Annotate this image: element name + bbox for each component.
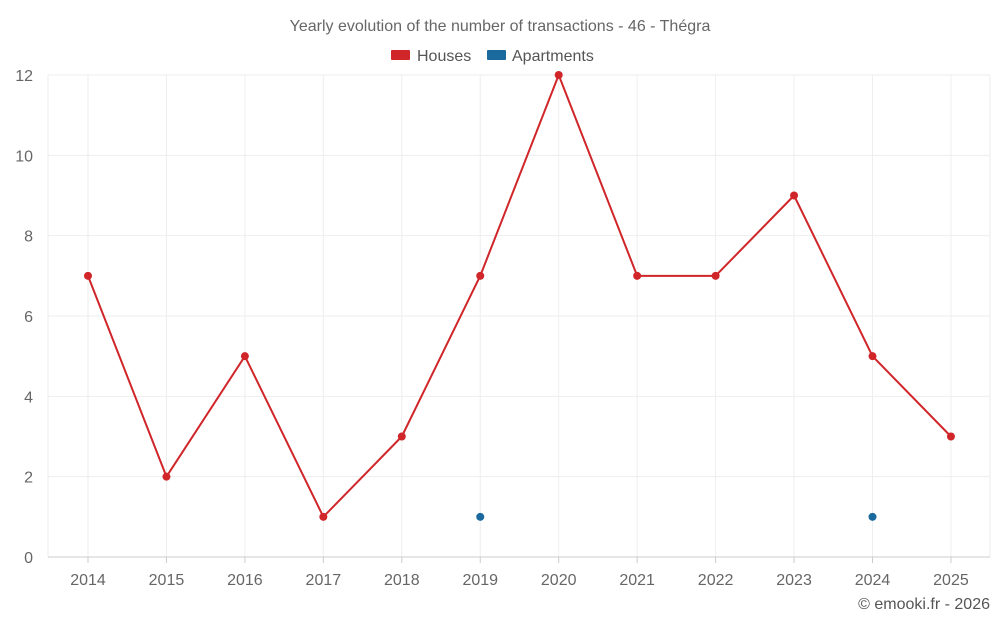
legend: Houses Apartments [391, 48, 594, 65]
data-point-houses-2015[interactable] [162, 472, 171, 481]
data-point-houses-2024[interactable] [868, 352, 877, 361]
x-tick-label: 2024 [855, 572, 891, 589]
data-point-houses-2020[interactable] [554, 71, 563, 79]
x-tick-label: 2018 [384, 572, 420, 589]
x-tick-label: 2015 [149, 572, 185, 589]
y-tick-label: 2 [24, 470, 33, 487]
y-tick-label: 12 [15, 68, 33, 85]
x-tick-label: 2025 [933, 572, 969, 589]
data-point-apartments-2024[interactable] [868, 512, 877, 521]
data-point-houses-2023[interactable] [790, 191, 799, 200]
y-tick-label: 0 [24, 550, 33, 567]
y-tick-label: 10 [15, 148, 33, 165]
x-tick-label: 2020 [541, 572, 577, 589]
gridlines [47, 74, 991, 557]
x-tick-label: 2023 [776, 572, 812, 589]
legend-label-apartments[interactable]: Apartments [512, 48, 594, 65]
copyright-footer: © emooki.fr - 2026 [858, 596, 990, 613]
data-point-houses-2018[interactable] [397, 432, 406, 441]
legend-swatch-houses [391, 50, 410, 60]
series-line-houses [87, 74, 952, 518]
legend-label-houses[interactable]: Houses [417, 48, 471, 65]
y-axis-ticks: 0 2 4 6 8 10 12 [15, 68, 33, 567]
series [84, 71, 955, 521]
data-point-houses-2017[interactable] [319, 512, 328, 521]
x-tick-label: 2014 [70, 572, 106, 589]
y-tick-label: 8 [24, 229, 33, 246]
x-tick-label: 2019 [462, 572, 498, 589]
data-point-houses-2014[interactable] [84, 271, 92, 280]
x-axis-ticks: 2014 2015 2016 2017 2018 2019 2020 2021 2022 2023… [70, 572, 969, 589]
x-tick-label: 2017 [306, 572, 342, 589]
x-tick-label: 2016 [227, 572, 263, 589]
data-point-houses-2019[interactable] [476, 271, 485, 280]
data-point-houses-2022[interactable] [711, 271, 720, 280]
data-point-houses-2025[interactable] [946, 432, 955, 441]
chart-title: Yearly evolution of the number of transa… [290, 18, 711, 35]
axes [48, 556, 990, 563]
data-point-houses-2016[interactable] [240, 352, 249, 361]
x-tick-label: 2022 [698, 572, 734, 589]
data-point-apartments-2019[interactable] [476, 512, 485, 521]
legend-swatch-apartments [487, 50, 506, 60]
data-point-houses-2021[interactable] [633, 271, 642, 280]
x-tick-label: 2021 [619, 572, 655, 589]
y-tick-label: 4 [24, 389, 33, 406]
y-tick-label: 6 [24, 309, 33, 326]
